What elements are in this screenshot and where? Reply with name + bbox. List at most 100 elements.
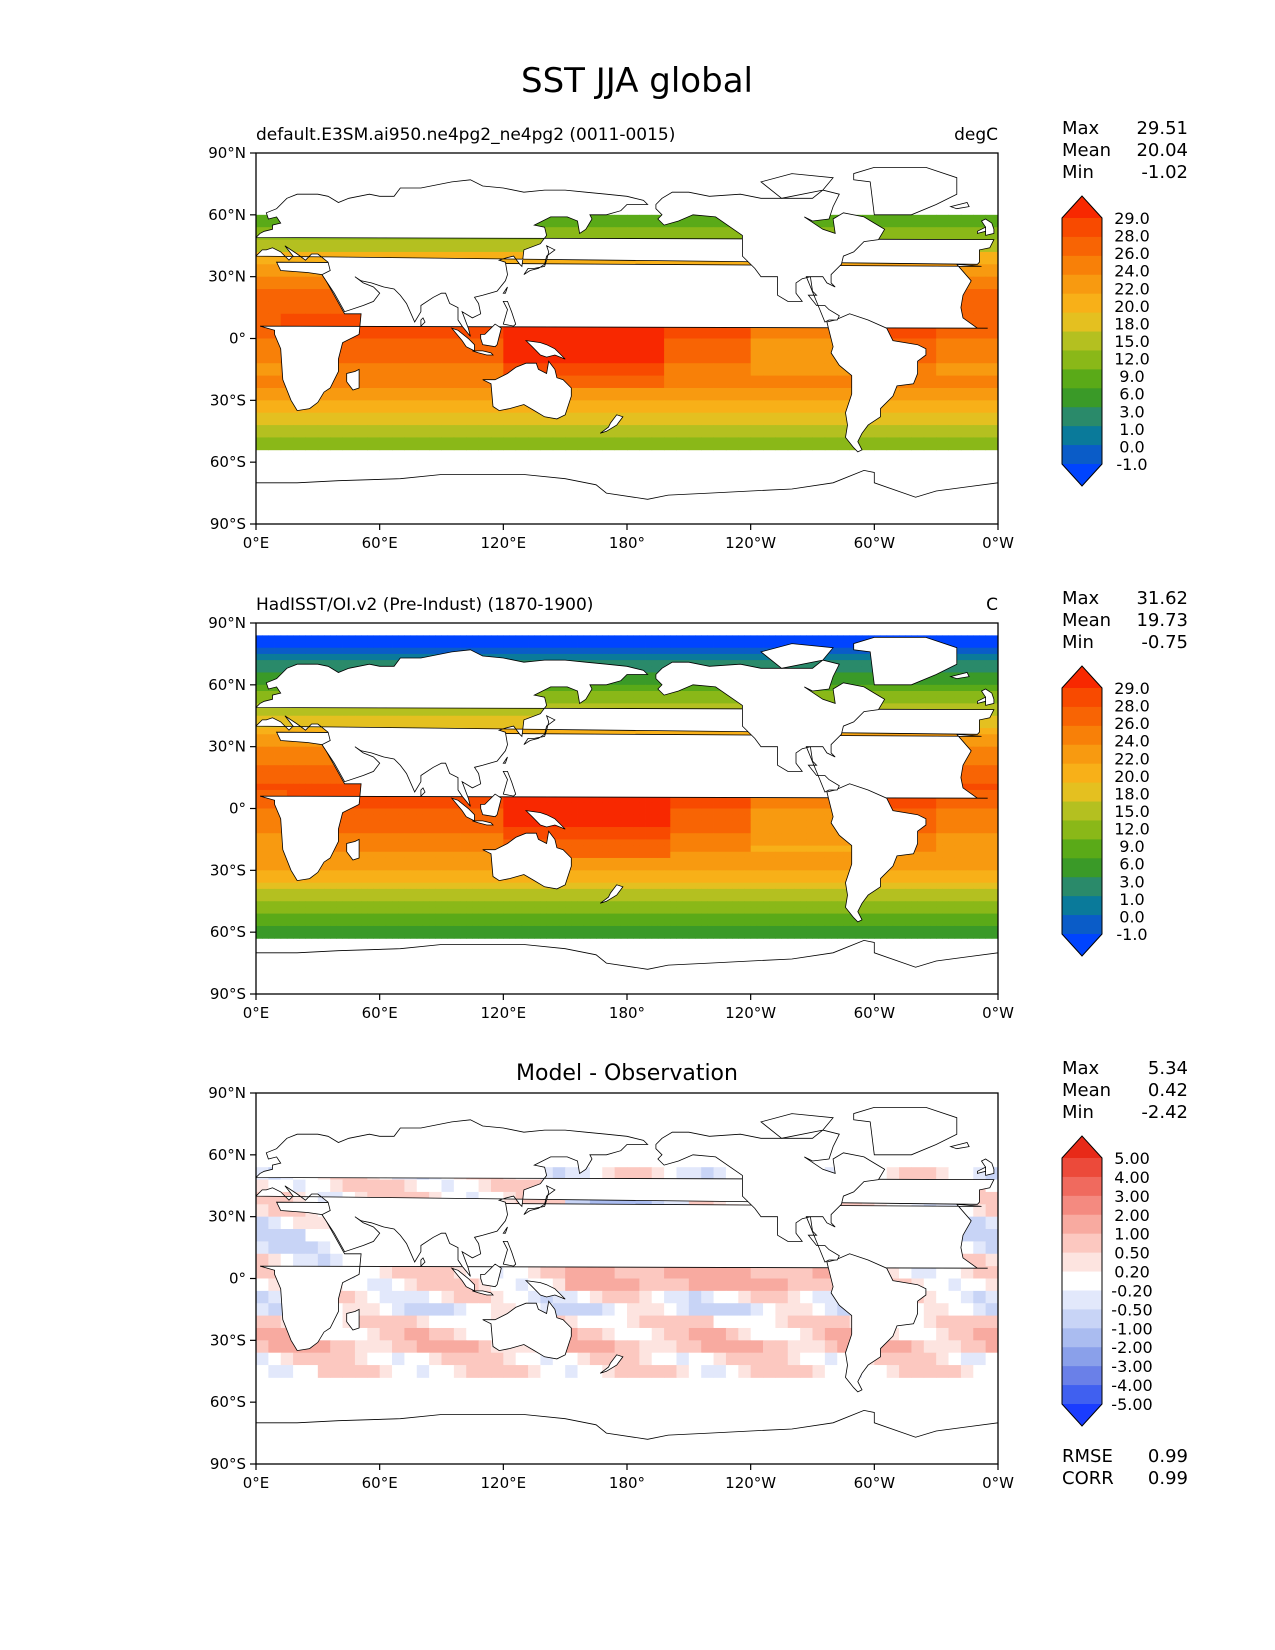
field-cell	[713, 691, 721, 698]
field-cell	[268, 734, 275, 741]
field-cell	[707, 653, 714, 661]
field-cell	[960, 641, 968, 649]
field-cell	[948, 635, 956, 642]
field-cell	[447, 827, 455, 834]
field-cell	[843, 678, 850, 686]
field-cell	[787, 338, 801, 352]
field-cell	[453, 808, 461, 816]
field-cell	[701, 660, 708, 667]
field-cell	[973, 796, 980, 803]
field-cell	[577, 647, 585, 655]
field-cell	[725, 437, 739, 451]
field-cell	[954, 802, 962, 809]
field-cell	[614, 400, 628, 414]
field-cell	[262, 666, 269, 673]
field-cell	[552, 647, 560, 655]
field-cell	[979, 789, 987, 797]
field-cell	[991, 796, 998, 803]
field-cell	[627, 375, 640, 389]
field-cell	[602, 338, 616, 352]
field-cell	[367, 709, 374, 717]
field-cell	[923, 400, 937, 414]
field-cell	[651, 425, 665, 438]
colorbar-segment	[1062, 369, 1102, 389]
field-cell	[540, 802, 548, 809]
field-cell	[385, 660, 393, 667]
field-cell	[818, 814, 826, 822]
field-cell	[521, 641, 529, 649]
field-cell	[503, 412, 517, 426]
field-cell	[725, 363, 739, 376]
field-cell	[398, 635, 405, 642]
field-cell	[948, 691, 956, 698]
field-cell	[429, 814, 436, 822]
field-cell	[676, 641, 684, 649]
field-cell	[497, 635, 504, 642]
field-cell	[627, 802, 634, 809]
field-cell	[317, 412, 331, 426]
field-cell	[348, 783, 356, 791]
field-cell	[398, 820, 405, 828]
field-cell	[342, 789, 350, 797]
field-cell	[676, 647, 684, 655]
field-cell	[707, 684, 714, 692]
field-cell	[719, 653, 727, 661]
field-cell	[404, 425, 418, 438]
field-cell	[608, 635, 616, 642]
panel-model-colorbar: 29.028.026.024.022.020.018.015.012.09.06…	[1061, 195, 1150, 487]
field-cell	[608, 653, 616, 661]
field-cell	[967, 796, 974, 803]
field-cell	[330, 783, 337, 791]
field-cell	[750, 653, 758, 661]
field-cell	[967, 759, 974, 766]
field-cell	[800, 363, 813, 376]
field-cell	[750, 326, 764, 339]
field-cell	[960, 666, 968, 673]
field-cell	[923, 326, 937, 339]
field-cell	[317, 641, 325, 649]
field-cell	[324, 647, 331, 655]
field-cell	[701, 808, 708, 816]
field-cell	[979, 734, 987, 741]
field-cell	[589, 375, 603, 389]
field-cell	[268, 752, 275, 760]
field-cell	[398, 802, 405, 809]
field-cell	[571, 691, 578, 698]
field-cell	[330, 437, 343, 451]
field-cell	[688, 820, 696, 828]
field-cell	[639, 641, 646, 649]
field-cell	[645, 666, 653, 673]
field-cell	[929, 684, 937, 692]
field-cell	[627, 338, 640, 352]
field-cell	[497, 641, 504, 649]
field-cell	[354, 641, 362, 649]
field-cell	[849, 641, 857, 649]
field-cell	[577, 808, 585, 816]
field-cell	[558, 697, 566, 704]
field-cell	[627, 691, 634, 698]
field-cell	[552, 703, 560, 710]
field-cell	[268, 802, 275, 809]
field-cell	[534, 635, 541, 642]
field-cell	[756, 808, 764, 816]
field-cell	[713, 703, 721, 710]
field-cell	[645, 820, 653, 828]
field-cell	[769, 641, 776, 649]
field-cell	[429, 425, 442, 438]
field-cell	[602, 684, 609, 692]
field-cell	[756, 641, 764, 649]
field-cell	[781, 814, 789, 822]
field-cell	[509, 641, 517, 649]
field-cell	[262, 641, 269, 649]
field-cell	[960, 227, 974, 240]
field-cell	[404, 715, 411, 723]
field-cell	[299, 789, 306, 797]
field-cell	[466, 400, 479, 414]
field-cell	[558, 703, 566, 710]
field-cell	[744, 647, 752, 655]
field-cell	[763, 375, 776, 389]
field-cell	[973, 703, 980, 710]
field-cell	[478, 709, 486, 717]
field-cell	[324, 653, 331, 661]
field-cell	[416, 363, 430, 376]
